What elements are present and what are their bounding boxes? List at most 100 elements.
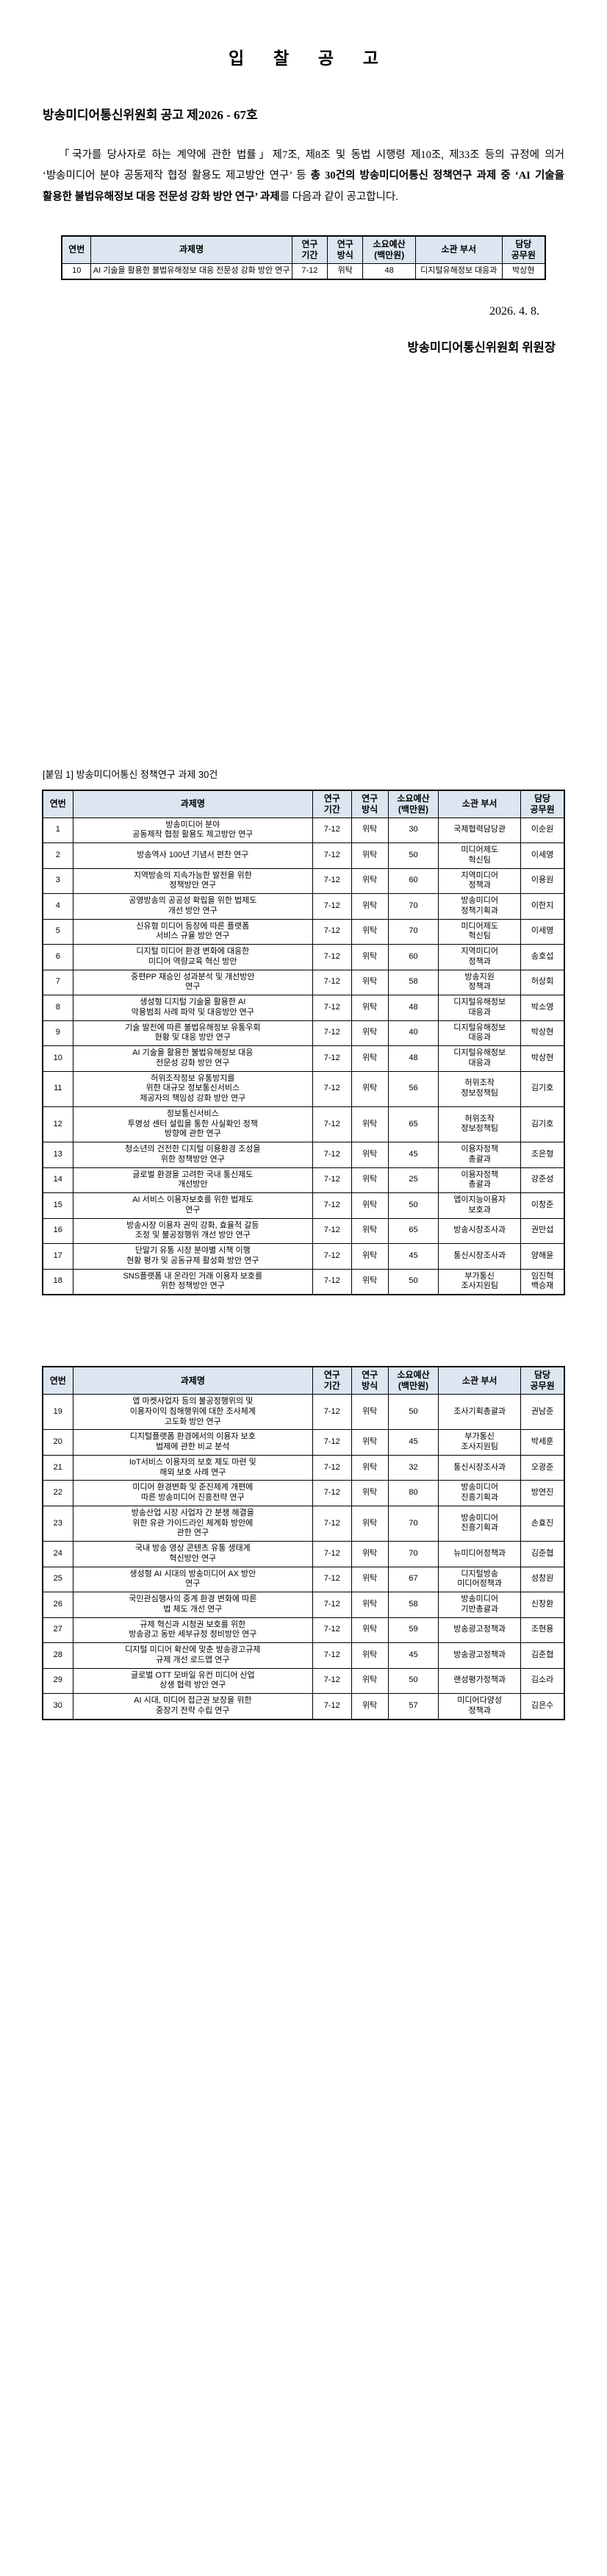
col-header-method: 연구 방식 xyxy=(351,790,389,818)
cell-no: 6 xyxy=(42,944,73,970)
table-row: 27 규제 혁신과 시청권 보호를 위한 방송광고 동반 세부규정 정비방안 연구 7… xyxy=(42,1617,565,1644)
cell-method: 위탁 xyxy=(351,918,389,945)
notice-table-body: 10 AI 기술을 활용한 불법유해정보 대응 전문성 강화 방안 연구 7-12 위… xyxy=(61,262,546,280)
cell-budget: 58 xyxy=(387,1592,439,1618)
cell-dept: 디지털방송 미디어정책과 xyxy=(438,1566,522,1593)
cell-staff: 신창환 xyxy=(520,1592,565,1618)
cell-budget: 60 xyxy=(387,867,439,895)
cell-no: 3 xyxy=(42,867,73,895)
cell-no: 26 xyxy=(42,1592,73,1618)
cell-period: 7-12 xyxy=(312,1167,352,1194)
col-header-staff: 담당 공무원 xyxy=(501,235,546,264)
cell-staff: 강준성 xyxy=(520,1167,565,1194)
table-row: 3 지역방송의 지속가능한 발전을 위한 정책방안 연구 7-12 위탁 60 지역미디어 정… xyxy=(42,867,565,895)
cell-period: 7-12 xyxy=(312,1454,352,1481)
cell-staff: 이용원 xyxy=(520,867,565,895)
col-header-period-line1: 연구 xyxy=(301,238,318,249)
table-row: 1 방송미디어 분야 공동제작 협정 활용도 제고방안 연구 7-12 위탁 30 국제협력… xyxy=(42,817,565,844)
signature-organization: 방송미디어통신위원회 위원장 xyxy=(407,340,556,354)
signature-date: 2026. 4. 8. xyxy=(489,304,539,318)
cell-dept: 랜성평가정책과 xyxy=(438,1667,522,1695)
col-header-budget-line2: (백만원) xyxy=(374,249,405,260)
cell-budget: 40 xyxy=(387,1020,439,1047)
cell-method: 위탁 xyxy=(351,995,389,1021)
cell-method: 위탁 xyxy=(351,1693,389,1720)
cell-task-name: 기술 발전에 따른 불법유해정보 유통우회 현황 및 대응 방안 연구 xyxy=(72,1020,314,1047)
cell-no: 12 xyxy=(42,1106,73,1143)
cell-staff: 이창준 xyxy=(520,1192,565,1219)
col-header-staff-line2: 공무원 xyxy=(511,249,536,260)
cell-budget: 45 xyxy=(387,1429,439,1456)
col-header-staff-line2: 공무원 xyxy=(530,1381,555,1392)
col-header-no: 연번 xyxy=(61,235,92,264)
col-header-dept: 소관 부서 xyxy=(438,790,522,818)
table-row: 7 중편PP 재승인 성과분석 및 개선방안 연구 7-12 위탁 58 방송지원 정책과 허상… xyxy=(42,969,565,996)
cell-no: 29 xyxy=(42,1667,73,1695)
col-header-period-line2: 기간 xyxy=(301,249,318,260)
cell-staff: 박상현 xyxy=(520,1045,565,1072)
cell-period: 7-12 xyxy=(312,944,352,970)
cell-no: 18 xyxy=(42,1268,73,1295)
cell-budget: 58 xyxy=(387,969,439,996)
cell-method: 위탁 xyxy=(351,1617,389,1644)
cell-staff: 성창원 xyxy=(520,1566,565,1593)
cell-method: 위탁 xyxy=(351,1429,389,1456)
cell-task-name: AI 기술을 활용한 불법유해정보 대응 전문성 강화 방안 연구 xyxy=(72,1045,314,1072)
col-header-dept: 소관 부서 xyxy=(438,1366,522,1395)
table-row: 25 생성형 AI 시대의 방송미디어 AX 방안 연구 7-12 위탁 67 디지털방송 미… xyxy=(42,1566,565,1593)
cell-task-name: 규제 혁신과 시청권 보호를 위한 방송광고 동반 세부규정 정비방안 연구 xyxy=(72,1617,314,1644)
table-row: 21 IoT서비스 이용자의 보호 제도 마련 및 해외 보호 사례 연구 7-12 위… xyxy=(42,1454,565,1481)
cell-staff: 조은형 xyxy=(520,1142,565,1168)
col-header-budget-line2: (백만원) xyxy=(398,804,429,815)
table-row: 2 방송역사 100년 기념서 편찬 연구 7-12 위탁 50 미디어제도 혁신팀 이세영 xyxy=(42,842,565,869)
col-header-staff-line1: 담당 xyxy=(515,238,532,249)
page-2-bottom-space xyxy=(0,1295,607,1366)
cell-method: 위탁 xyxy=(351,1480,389,1506)
cell-no: 10 xyxy=(61,262,92,280)
cell-staff: 박세훈 xyxy=(520,1429,565,1456)
col-header-period-line1: 연구 xyxy=(323,1370,340,1381)
table-row: 18 SNS플랫폼 내 온라인 거래 이용자 보호를 위한 정책방안 연구 7-12 위… xyxy=(42,1268,565,1295)
col-header-period-line1: 연구 xyxy=(323,793,340,804)
cell-method: 위탁 xyxy=(351,1142,389,1168)
cell-period: 7-12 xyxy=(312,893,352,920)
cell-task-name: IoT서비스 이용자의 보호 제도 마련 및 해외 보호 사례 연구 xyxy=(72,1454,314,1481)
cell-method: 위탁 xyxy=(351,1106,389,1143)
attachment-page3-body: 19 앱 마켓사업자 등의 불공정행위의 및 이용자이익 침해행위에 대한 조사체계… xyxy=(42,1394,565,1720)
cell-period: 7-12 xyxy=(312,1667,352,1695)
cell-task-name: 정보통신서비스 투명성 센터 설립을 통한 사실확인 정책 방향에 관한 연구 xyxy=(72,1106,314,1143)
cell-staff: 권만섭 xyxy=(520,1217,565,1245)
cell-task-name: 미디어 환경변화 및 준진제계 개편에 따른 방송미디어 진흥전략 연구 xyxy=(72,1480,314,1506)
cell-budget: 45 xyxy=(387,1243,439,1270)
table-header-row: 연번 과제명 연구 기간 연구 방식 소요예산 (백만원) 소관 부서 xyxy=(42,1366,565,1395)
col-header-method-line2: 방식 xyxy=(337,249,353,260)
cell-method: 위탁 xyxy=(351,944,389,970)
cell-task-name: 국내 방송 영상 콘텐츠 유통 생태계 혁신방안 연구 xyxy=(72,1541,314,1567)
cell-no: 10 xyxy=(42,1045,73,1072)
cell-method: 위탁 xyxy=(351,1541,389,1567)
announcement-paragraph: 「국가를 당사자로 하는 계약에 관한 법률」제7조, 제8조 및 동법 시행령… xyxy=(0,145,607,207)
cell-budget: 70 xyxy=(387,893,439,920)
cell-staff: 이세영 xyxy=(520,842,565,869)
cell-budget: 50 xyxy=(387,1192,439,1219)
cell-budget: 50 xyxy=(387,842,439,869)
cell-budget: 50 xyxy=(387,1667,439,1695)
cell-dept: 미디어제도 혁신팀 xyxy=(438,918,522,945)
cell-staff: 허상회 xyxy=(520,969,565,996)
table-row: 28 디지털 미디어 확산에 맞춘 방송광고규제 규제 개선 로드맵 연구 7-12 위… xyxy=(42,1642,565,1669)
col-header-staff-line1: 담당 xyxy=(534,793,551,804)
cell-no: 11 xyxy=(42,1070,73,1107)
cell-staff: 김은수 xyxy=(520,1693,565,1720)
cell-budget: 57 xyxy=(387,1693,439,1720)
cell-task-name: SNS플랫폼 내 온라인 거래 이용자 보호를 위한 정책방안 연구 xyxy=(72,1268,314,1295)
table-row: 6 디지털 미디어 환경 변화에 대응한 미디어 역량교육 혁신 방안 7-12 위탁 6… xyxy=(42,944,565,970)
table-row: 17 단말기 유통 시장 분야별 시책 이행 현황 평가 및 공동규제 활성화 방안… xyxy=(42,1243,565,1270)
cell-method: 위탁 xyxy=(351,1192,389,1219)
cell-method: 위탁 xyxy=(327,262,364,280)
cell-no: 28 xyxy=(42,1642,73,1669)
cell-task-name: 중편PP 재승인 성과분석 및 개선방안 연구 xyxy=(72,969,314,996)
cell-staff: 방연진 xyxy=(520,1480,565,1506)
table-row: 15 AI 서비스 이용자보호를 위한 법제도 연구 7-12 위탁 50 앱이지능이용자 보… xyxy=(42,1192,565,1219)
col-header-no: 연번 xyxy=(42,1366,73,1395)
col-header-period-line2: 기간 xyxy=(323,1381,340,1392)
